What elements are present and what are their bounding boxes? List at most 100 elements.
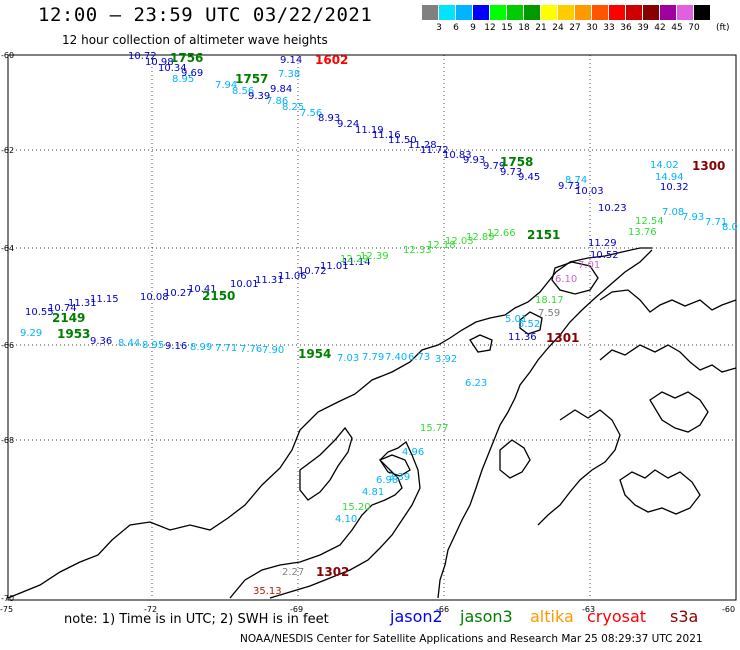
color-swatch (456, 5, 473, 20)
wave-height-value: 3.92 (435, 354, 457, 365)
color-swatch (592, 5, 609, 20)
wave-height-value: 7.93 (682, 212, 704, 223)
wave-height-value: 9.73 (500, 167, 522, 178)
coastline-ice-shelf-1 (599, 344, 737, 373)
longitude-label: -69 (290, 605, 303, 614)
wave-height-value: 11.29 (588, 238, 617, 249)
coastline-peninsula-west (7, 247, 652, 599)
wave-height-value: 9.69 (181, 68, 203, 79)
wave-height-value: 9.29 (20, 328, 42, 339)
wave-height-value: 8.74 (565, 175, 587, 186)
coastline-ice-shelf-2 (537, 409, 621, 526)
wave-height-value: 7.94 (215, 80, 237, 91)
pass-time-label: 1301 (546, 331, 579, 345)
legend-cryosat: cryosat (587, 607, 647, 626)
wave-height-value: 11.01 (320, 261, 349, 272)
wave-height-value: 10.34 (158, 63, 187, 74)
color-swatch (643, 5, 660, 20)
wave-height-value: 6.10 (555, 274, 577, 285)
color-swatch (473, 5, 490, 20)
color-tick-label: 39 (637, 23, 649, 33)
coastline-islands-1 (551, 261, 599, 295)
legend-jason3: jason3 (460, 607, 513, 626)
wave-height-value: 7.38 (278, 69, 300, 80)
wave-height-value: 11.36 (508, 332, 537, 343)
wave-height-value: 13.76 (628, 227, 657, 238)
graticule (8, 55, 736, 598)
wave-height-value: 12.18 (427, 240, 456, 251)
color-tick-label: 42 (654, 23, 666, 33)
color-tick-label: 70 (688, 23, 700, 33)
color-swatch (524, 5, 541, 20)
pass-time-label: 1757 (235, 72, 268, 86)
latitude-label: -68 (1, 436, 14, 445)
longitude-label: -72 (144, 605, 157, 614)
color-tick-label: 33 (603, 23, 615, 33)
legend-altika: altika (530, 607, 574, 626)
color-swatch (677, 5, 694, 20)
wave-height-value: 9.36 (90, 336, 112, 347)
pass-time-label: 1758 (500, 155, 533, 169)
color-tick-label: 27 (569, 23, 581, 33)
wave-height-value: 10.32 (660, 182, 689, 193)
wave-height-value: 7.59 (538, 308, 560, 319)
coastline-alexander-island (299, 426, 353, 501)
wave-height-value: 4.10 (335, 514, 357, 525)
wave-height-value: 7.08 (662, 207, 684, 218)
coastline-south (229, 440, 421, 599)
color-tick-label: 9 (470, 23, 476, 33)
wave-height-value: 8.25 (282, 102, 304, 113)
longitude-label: -75 (0, 605, 13, 614)
wave-height-value: 10.72 (128, 51, 157, 62)
wave-height-value: 9.45 (518, 172, 540, 183)
wave-height-value: 8.95 (142, 340, 164, 351)
map-frame (7, 54, 737, 601)
wave-height-value: 10.27 (164, 288, 193, 299)
wave-height-value: 9.84 (270, 84, 292, 95)
wave-height-value: 9.24 (337, 119, 359, 130)
wave-height-value: 9.93 (463, 155, 485, 166)
wave-height-value: 12.33 (403, 245, 432, 256)
wave-height-value: 11.06 (278, 271, 307, 282)
coastline-islands-2 (519, 311, 543, 335)
map-subtitle: 12 hour collection of altimeter wave hei… (62, 33, 328, 47)
wave-height-value: 9.14 (280, 55, 302, 66)
wave-height-value: 12.29 (340, 254, 369, 265)
coastline-islands-4 (379, 454, 411, 477)
wave-height-value: 8.44 (118, 338, 140, 349)
color-swatch (626, 5, 643, 20)
pass-time-label: 1953 (57, 327, 90, 341)
coastline-peninsula-east (437, 249, 653, 599)
wave-height-value: 10.83 (443, 150, 472, 161)
pass-time-labels: 1756 1757 1602 1758 1300 2151 2150 2149 1953 1954… (52, 51, 725, 579)
wave-height-value: 15.20 (342, 502, 371, 513)
color-tick-label: 24 (552, 23, 564, 33)
wave-height-value: 6.73 (408, 352, 430, 363)
latitude-labels: -60 -62 -64 -66 -68 -70 (1, 51, 14, 603)
wave-height-value: 7.40 (385, 352, 407, 363)
wave-height-value: 11.19 (355, 125, 384, 136)
wave-height-value: 5.52 (518, 319, 540, 330)
color-swatch (422, 5, 439, 20)
longitude-labels: -75 -72 -69 -66 -63 -60 (0, 605, 735, 614)
legend-s3a: s3a (670, 607, 699, 626)
color-swatch (609, 5, 626, 20)
pass-time-label: 2151 (527, 228, 560, 242)
wave-height-value: 10.03 (575, 186, 604, 197)
wave-height-value: 10.23 (598, 203, 627, 214)
wave-height-value: 12.39 (360, 251, 389, 262)
pass-time-label: 2149 (52, 311, 85, 325)
wave-height-value: 9.39 (248, 91, 270, 102)
wave-height-value: 11.14 (342, 257, 371, 268)
wave-height-value: 7.01 (578, 260, 600, 271)
wave-height-value: 12.89 (466, 232, 495, 243)
wave-height-value: 10.98 (145, 57, 174, 68)
wave-height-value: 2.27 (282, 567, 304, 578)
footer-credit: NOAA/NESDIS Center for Satellite Applica… (240, 633, 703, 645)
wave-height-value: 7.03 (337, 353, 359, 364)
wave-height-value: 18.17 (535, 295, 564, 306)
longitude-label: -60 (722, 605, 735, 614)
wave-height-value: 8.93 (318, 113, 340, 124)
wave-height-value: 35.13 (253, 586, 282, 597)
